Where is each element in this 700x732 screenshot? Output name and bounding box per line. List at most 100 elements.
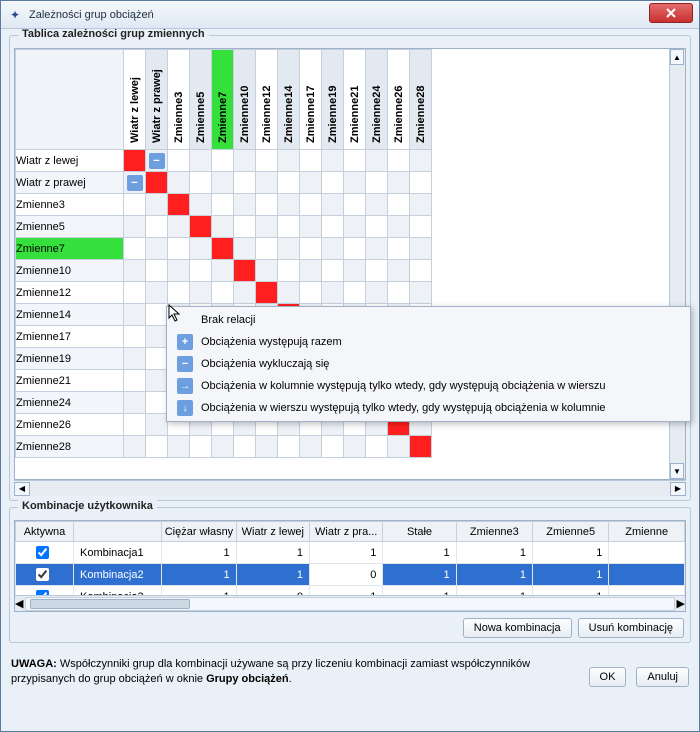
combi-hscroll[interactable]: ◀ ▶: [15, 595, 685, 611]
matrix-cell[interactable]: [234, 216, 256, 238]
matrix-cell[interactable]: [190, 238, 212, 260]
matrix-cell[interactable]: [256, 260, 278, 282]
matrix-cell[interactable]: [146, 194, 168, 216]
matrix-cell[interactable]: [300, 282, 322, 304]
matrix-cell[interactable]: [146, 238, 168, 260]
matrix-cell[interactable]: [322, 260, 344, 282]
matrix-cell[interactable]: [146, 326, 168, 348]
row-header[interactable]: Zmienne28: [16, 436, 124, 458]
delete-combination-button[interactable]: Usuń kombinację: [578, 618, 684, 638]
matrix-cell[interactable]: [344, 150, 366, 172]
matrix-cell[interactable]: [124, 392, 146, 414]
matrix-cell[interactable]: [146, 172, 168, 194]
combi-row[interactable]: Kombinacja2110111: [16, 564, 685, 586]
matrix-cell[interactable]: [190, 172, 212, 194]
matrix-cell[interactable]: −: [124, 172, 146, 194]
matrix-cell[interactable]: [322, 150, 344, 172]
matrix-cell[interactable]: [388, 216, 410, 238]
col-header[interactable]: Zmienne17: [300, 50, 322, 150]
combi-value-cell[interactable]: 1: [236, 564, 309, 586]
matrix-cell[interactable]: [366, 260, 388, 282]
combi-col-header[interactable]: Wiatr z pra...: [310, 522, 383, 542]
matrix-cell[interactable]: [168, 436, 190, 458]
matrix-cell[interactable]: [234, 172, 256, 194]
ok-button[interactable]: OK: [589, 667, 627, 687]
matrix-cell[interactable]: [168, 216, 190, 238]
matrix-cell[interactable]: [344, 282, 366, 304]
matrix-cell[interactable]: [212, 260, 234, 282]
matrix-cell[interactable]: [366, 282, 388, 304]
row-header[interactable]: Zmienne26: [16, 414, 124, 436]
row-header[interactable]: Wiatr z prawej: [16, 172, 124, 194]
new-combination-button[interactable]: Nowa kombinacja: [463, 618, 572, 638]
matrix-cell[interactable]: [300, 172, 322, 194]
col-header[interactable]: Zmienne3: [168, 50, 190, 150]
matrix-cell[interactable]: [190, 260, 212, 282]
matrix-cell[interactable]: [322, 216, 344, 238]
matrix-cell[interactable]: [388, 282, 410, 304]
matrix-cell[interactable]: [146, 392, 168, 414]
matrix-cell[interactable]: [278, 436, 300, 458]
matrix-cell[interactable]: [212, 238, 234, 260]
matrix-cell[interactable]: [388, 238, 410, 260]
matrix-cell[interactable]: [234, 282, 256, 304]
matrix-cell[interactable]: [124, 282, 146, 304]
col-header[interactable]: Zmienne14: [278, 50, 300, 150]
matrix-cell[interactable]: [124, 326, 146, 348]
matrix-cell[interactable]: [256, 238, 278, 260]
matrix-cell[interactable]: [256, 436, 278, 458]
matrix-cell[interactable]: [278, 282, 300, 304]
matrix-cell[interactable]: [190, 436, 212, 458]
matrix-cell[interactable]: [322, 238, 344, 260]
combi-value-cell[interactable]: 1: [310, 542, 383, 564]
matrix-cell[interactable]: [388, 436, 410, 458]
scroll-left-icon[interactable]: ◀: [15, 597, 23, 610]
matrix-cell[interactable]: [168, 172, 190, 194]
matrix-cell[interactable]: [300, 150, 322, 172]
combi-value-cell[interactable]: 1: [456, 564, 532, 586]
matrix-cell[interactable]: [300, 238, 322, 260]
scroll-thumb[interactable]: [30, 599, 190, 609]
scroll-up-icon[interactable]: ▲: [670, 49, 684, 65]
combi-value-cell[interactable]: [609, 542, 685, 564]
matrix-cell[interactable]: [366, 150, 388, 172]
matrix-cell[interactable]: [366, 216, 388, 238]
matrix-cell[interactable]: [190, 194, 212, 216]
matrix-cell[interactable]: [278, 216, 300, 238]
combi-col-header[interactable]: Zmienne5: [533, 522, 609, 542]
combi-col-header[interactable]: Zmienne3: [456, 522, 532, 542]
matrix-cell[interactable]: [388, 194, 410, 216]
matrix-cell[interactable]: [234, 436, 256, 458]
matrix-cell[interactable]: [212, 216, 234, 238]
row-header[interactable]: Zmienne5: [16, 216, 124, 238]
active-checkbox[interactable]: [36, 546, 49, 559]
matrix-cell[interactable]: [278, 238, 300, 260]
matrix-cell[interactable]: [388, 260, 410, 282]
col-header[interactable]: Zmienne26: [388, 50, 410, 150]
row-header[interactable]: Zmienne12: [16, 282, 124, 304]
col-header[interactable]: Wiatr z lewej: [124, 50, 146, 150]
matrix-cell[interactable]: [366, 436, 388, 458]
matrix-cell[interactable]: [388, 150, 410, 172]
matrix-cell[interactable]: [256, 216, 278, 238]
matrix-cell[interactable]: [410, 260, 432, 282]
matrix-cell[interactable]: [410, 238, 432, 260]
matrix-cell[interactable]: [124, 348, 146, 370]
matrix-cell[interactable]: [124, 260, 146, 282]
matrix-cell[interactable]: [124, 150, 146, 172]
matrix-cell[interactable]: [124, 370, 146, 392]
row-header[interactable]: Zmienne21: [16, 370, 124, 392]
combi-value-cell[interactable]: 1: [383, 542, 456, 564]
active-checkbox-cell[interactable]: [16, 542, 74, 564]
matrix-cell[interactable]: [410, 150, 432, 172]
matrix-cell[interactable]: [344, 238, 366, 260]
matrix-cell[interactable]: [278, 260, 300, 282]
matrix-cell[interactable]: [190, 150, 212, 172]
col-header[interactable]: Zmienne10: [234, 50, 256, 150]
matrix-cell[interactable]: [410, 282, 432, 304]
matrix-cell[interactable]: [322, 194, 344, 216]
matrix-cell[interactable]: [278, 172, 300, 194]
scroll-left-icon[interactable]: ◀: [14, 482, 30, 496]
matrix-cell[interactable]: [146, 348, 168, 370]
matrix-hscroll[interactable]: ◀ ▶: [14, 480, 686, 496]
